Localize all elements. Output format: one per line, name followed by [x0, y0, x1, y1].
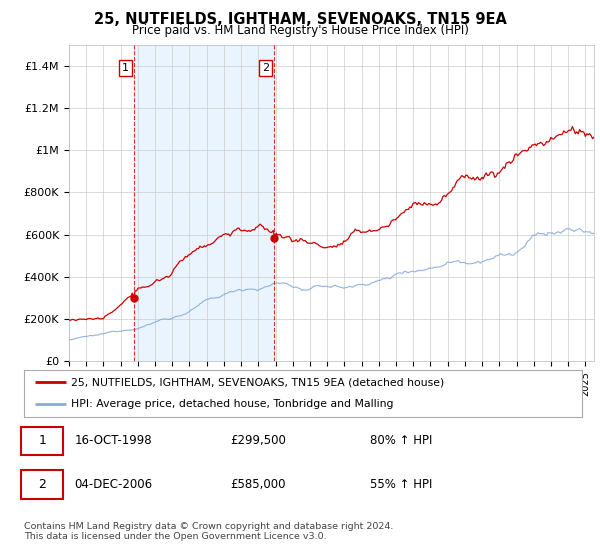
- Text: Price paid vs. HM Land Registry's House Price Index (HPI): Price paid vs. HM Land Registry's House …: [131, 24, 469, 37]
- Text: 25, NUTFIELDS, IGHTHAM, SEVENOAKS, TN15 9EA (detached house): 25, NUTFIELDS, IGHTHAM, SEVENOAKS, TN15 …: [71, 377, 445, 388]
- Text: 16-OCT-1998: 16-OCT-1998: [74, 434, 152, 447]
- Text: Contains HM Land Registry data © Crown copyright and database right 2024.
This d: Contains HM Land Registry data © Crown c…: [24, 522, 394, 542]
- Text: HPI: Average price, detached house, Tonbridge and Malling: HPI: Average price, detached house, Tonb…: [71, 399, 394, 409]
- Text: £299,500: £299,500: [230, 434, 286, 447]
- Bar: [134, 45, 274, 361]
- FancyBboxPatch shape: [21, 470, 63, 498]
- FancyBboxPatch shape: [21, 427, 63, 455]
- Text: 2: 2: [38, 478, 46, 491]
- Text: 1: 1: [122, 63, 129, 73]
- Text: 55% ↑ HPI: 55% ↑ HPI: [370, 478, 433, 491]
- Text: 1: 1: [38, 434, 46, 447]
- Text: £585,000: £585,000: [230, 478, 286, 491]
- Text: 04-DEC-2006: 04-DEC-2006: [74, 478, 152, 491]
- Text: 80% ↑ HPI: 80% ↑ HPI: [370, 434, 433, 447]
- Text: 25, NUTFIELDS, IGHTHAM, SEVENOAKS, TN15 9EA: 25, NUTFIELDS, IGHTHAM, SEVENOAKS, TN15 …: [94, 12, 506, 27]
- Text: 2: 2: [262, 63, 269, 73]
